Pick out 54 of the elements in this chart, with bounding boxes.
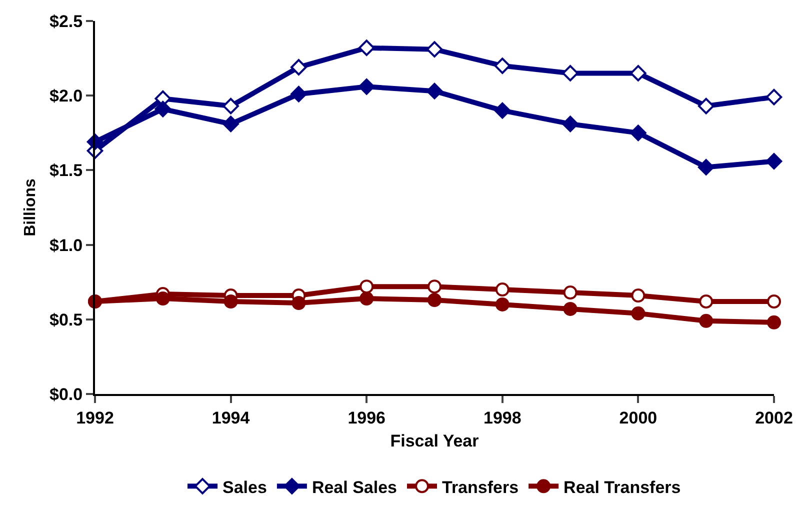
- y-tick-label: $2.5: [50, 12, 83, 31]
- point: [224, 294, 238, 308]
- point: [222, 98, 239, 114]
- point: [495, 282, 510, 297]
- point: [699, 314, 714, 328]
- y-axis-title: Billions: [22, 178, 39, 236]
- point: [698, 159, 714, 176]
- point: [699, 294, 714, 308]
- point: [630, 124, 646, 142]
- point: [360, 292, 374, 306]
- y-tick-label: $1.0: [50, 236, 83, 255]
- point: [292, 296, 306, 310]
- point: [222, 116, 239, 132]
- y-tick-label: $2.0: [50, 86, 83, 106]
- point: [426, 82, 443, 100]
- point: [426, 41, 443, 58]
- point: [360, 280, 374, 294]
- x-tick-label: 2002: [755, 408, 793, 428]
- legend-label: Real Sales: [312, 478, 397, 497]
- point: [156, 292, 170, 306]
- point: [563, 286, 578, 300]
- y-tick-label: $1.5: [50, 161, 83, 180]
- legend-label: Real Transfers: [564, 478, 681, 497]
- x-tick-label: 1994: [212, 408, 250, 428]
- point: [428, 280, 442, 294]
- x-axis-title: Fiscal Year: [390, 431, 480, 450]
- legend-label: Sales: [222, 478, 267, 497]
- point: [290, 59, 307, 76]
- point: [631, 306, 646, 320]
- point: [767, 315, 781, 330]
- point: [562, 116, 578, 132]
- point: [767, 294, 781, 308]
- x-tick-label: 2000: [619, 408, 658, 428]
- point: [766, 153, 782, 170]
- point: [495, 297, 510, 312]
- y-tick-label: $0.0: [50, 384, 83, 404]
- point: [494, 102, 511, 119]
- point: [563, 302, 578, 316]
- point: [428, 293, 442, 307]
- point: [154, 100, 172, 118]
- point: [358, 78, 375, 95]
- x-tick-label: 1992: [76, 408, 114, 428]
- point: [290, 86, 307, 102]
- point: [494, 58, 511, 74]
- point: [358, 40, 375, 56]
- legend-label: Transfers: [442, 478, 519, 497]
- point: [562, 65, 578, 82]
- x-tick-label: 1998: [483, 408, 522, 428]
- point: [631, 288, 646, 303]
- y-tick-label: $0.5: [50, 310, 83, 330]
- point: [698, 98, 714, 114]
- point: [766, 88, 782, 106]
- x-tick-label: 1996: [348, 408, 386, 428]
- point: [630, 65, 646, 82]
